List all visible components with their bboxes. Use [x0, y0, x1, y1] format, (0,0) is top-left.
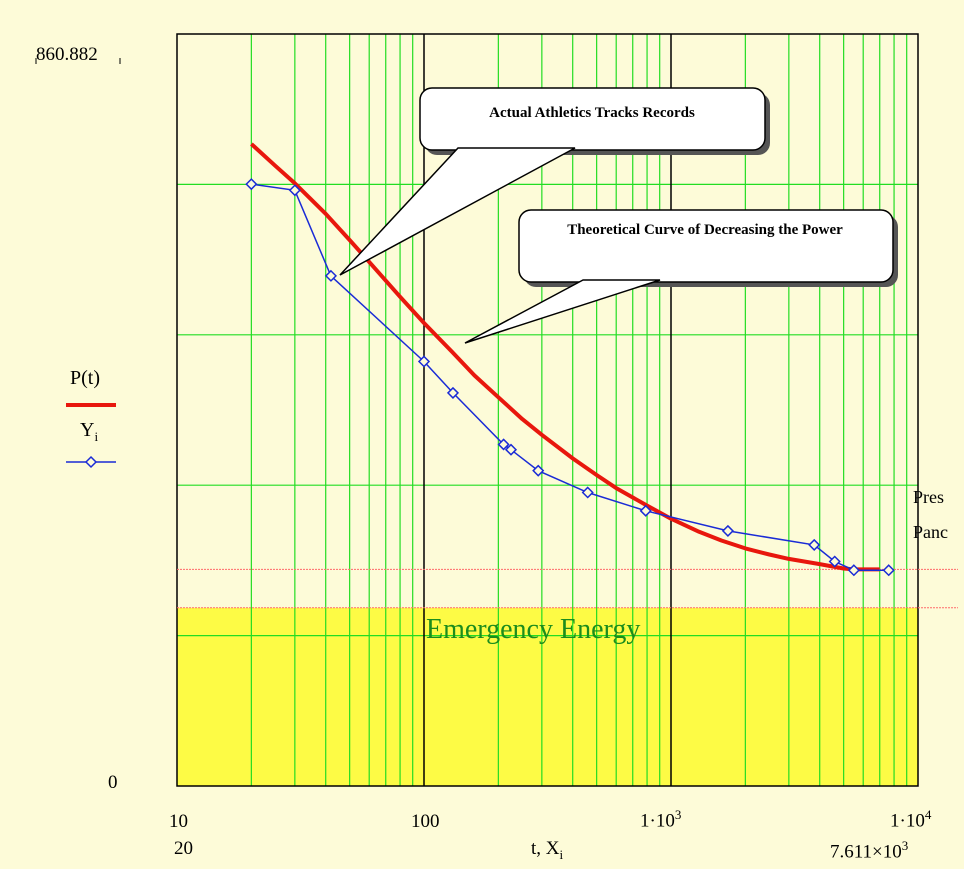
callout-actual-box	[419, 87, 766, 151]
plot-frame	[176, 33, 919, 787]
series-y-point	[245, 178, 258, 191]
legend-y-marker	[84, 455, 98, 469]
series-y-point	[288, 184, 301, 197]
series-y-point	[504, 443, 518, 456]
callout-actual-text: Actual Athletics Tracks Records	[489, 105, 695, 121]
x-tick-label-10: 10	[169, 811, 188, 832]
series-p-line	[250, 142, 880, 572]
x-tick-label-1e3: 1·103	[640, 807, 682, 832]
series-y-point	[721, 524, 734, 537]
series-y-point	[882, 564, 895, 577]
x-max-marker: 7.611×103	[830, 838, 909, 863]
series-y-point	[639, 504, 652, 517]
series-y-point	[847, 564, 860, 577]
series-y-point	[581, 486, 594, 499]
legend-label-p: P(t)	[70, 367, 100, 389]
x-axis-label: t, Xi	[531, 838, 564, 862]
series-y-point	[808, 538, 821, 551]
series-y-point	[828, 555, 841, 568]
x-min-marker: 20	[174, 838, 193, 859]
callout-actual-tail	[339, 147, 576, 276]
series-y-point	[532, 464, 545, 477]
y-max-label: 860.882	[36, 44, 98, 65]
series-y-point	[324, 269, 338, 282]
legend-label-y: Yi	[80, 419, 99, 444]
region-label: Emergency Energy	[426, 614, 641, 645]
series-y-point	[446, 386, 460, 399]
ref-label-pres: Pres	[913, 487, 944, 507]
emergency-region	[177, 607, 918, 786]
callout-theory-box	[518, 209, 894, 283]
y-min-label: 0	[108, 772, 118, 793]
series-y-point	[417, 355, 431, 368]
x-tick-label-100: 100	[411, 811, 440, 832]
callout-theory-text: Theoretical Curve of Decreasing the Powe…	[567, 222, 843, 238]
ref-label-panc: Panc	[913, 522, 948, 542]
x-tick-label-1e4: 1·104	[890, 807, 932, 832]
callout-theory-tail	[464, 279, 661, 344]
series-y-point	[497, 438, 510, 451]
